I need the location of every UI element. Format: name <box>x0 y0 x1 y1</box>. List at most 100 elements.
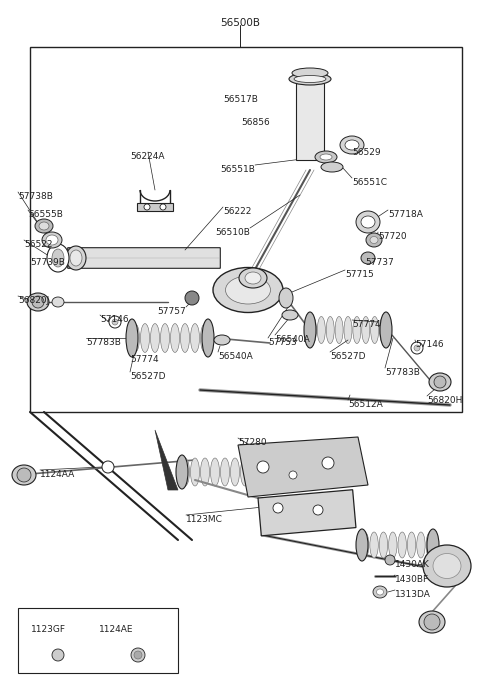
Circle shape <box>109 316 121 328</box>
Circle shape <box>385 555 395 565</box>
Circle shape <box>52 649 64 661</box>
Ellipse shape <box>345 140 359 150</box>
Circle shape <box>112 319 118 325</box>
Ellipse shape <box>211 458 219 486</box>
Ellipse shape <box>427 529 439 561</box>
Text: 56517B: 56517B <box>223 95 258 104</box>
Ellipse shape <box>282 310 298 320</box>
Ellipse shape <box>180 458 190 486</box>
Text: 57774: 57774 <box>130 355 158 364</box>
Ellipse shape <box>66 246 86 270</box>
Ellipse shape <box>294 76 326 83</box>
Ellipse shape <box>309 316 316 344</box>
Ellipse shape <box>126 319 138 357</box>
Ellipse shape <box>321 162 343 172</box>
Circle shape <box>131 648 145 662</box>
Ellipse shape <box>52 249 64 267</box>
Text: 56551B: 56551B <box>220 165 255 174</box>
Ellipse shape <box>370 237 378 243</box>
Text: 56527D: 56527D <box>130 372 166 381</box>
Bar <box>258 490 356 536</box>
Circle shape <box>144 204 150 210</box>
Text: 1430BF: 1430BF <box>395 575 429 584</box>
Ellipse shape <box>360 532 369 558</box>
Ellipse shape <box>408 532 416 558</box>
Circle shape <box>185 291 199 305</box>
Ellipse shape <box>353 316 361 344</box>
Ellipse shape <box>35 219 53 233</box>
Ellipse shape <box>191 458 200 486</box>
Ellipse shape <box>202 319 214 357</box>
Ellipse shape <box>423 545 471 587</box>
Ellipse shape <box>292 68 328 78</box>
Ellipse shape <box>245 272 261 284</box>
Text: 56224A: 56224A <box>131 152 165 161</box>
Ellipse shape <box>201 458 209 486</box>
Ellipse shape <box>289 73 331 85</box>
Ellipse shape <box>304 312 316 348</box>
Text: 57715: 57715 <box>345 270 374 279</box>
Ellipse shape <box>201 323 209 353</box>
Text: 57280: 57280 <box>238 438 266 447</box>
Circle shape <box>134 651 142 659</box>
Circle shape <box>289 471 297 479</box>
Text: 56222: 56222 <box>223 207 252 216</box>
Text: 57783B: 57783B <box>385 368 420 377</box>
Text: 57753: 57753 <box>268 338 297 347</box>
Ellipse shape <box>373 586 387 598</box>
Ellipse shape <box>426 532 434 558</box>
Text: 57757: 57757 <box>157 307 186 316</box>
Circle shape <box>424 614 440 630</box>
Ellipse shape <box>320 154 332 160</box>
Ellipse shape <box>315 151 337 163</box>
Text: 1124AA: 1124AA <box>40 470 75 479</box>
Ellipse shape <box>429 373 451 391</box>
Text: 57739B: 57739B <box>30 258 65 267</box>
Ellipse shape <box>46 235 58 245</box>
Bar <box>137 203 173 211</box>
Text: 56856: 56856 <box>241 118 270 127</box>
Circle shape <box>434 376 446 388</box>
Ellipse shape <box>191 323 200 353</box>
FancyBboxPatch shape <box>68 248 220 268</box>
Ellipse shape <box>317 316 325 344</box>
Ellipse shape <box>160 323 169 353</box>
Circle shape <box>17 468 31 482</box>
Ellipse shape <box>344 316 352 344</box>
Text: 57774: 57774 <box>352 320 381 329</box>
Text: 1313DA: 1313DA <box>395 590 431 599</box>
Ellipse shape <box>220 458 229 486</box>
Ellipse shape <box>131 323 140 353</box>
Ellipse shape <box>52 297 64 307</box>
Circle shape <box>32 296 44 308</box>
Ellipse shape <box>380 312 392 348</box>
Ellipse shape <box>170 323 180 353</box>
Circle shape <box>273 503 283 513</box>
Text: 1123GF: 1123GF <box>31 625 65 634</box>
Ellipse shape <box>230 458 240 486</box>
Text: 56540A: 56540A <box>275 335 310 344</box>
Ellipse shape <box>361 252 375 264</box>
Text: 56510B: 56510B <box>215 228 250 237</box>
Circle shape <box>257 461 269 473</box>
Ellipse shape <box>433 554 461 578</box>
Text: 57146: 57146 <box>100 315 129 324</box>
Text: 1123MC: 1123MC <box>186 515 223 524</box>
Ellipse shape <box>419 611 445 633</box>
Ellipse shape <box>239 268 267 288</box>
Circle shape <box>102 461 114 473</box>
Ellipse shape <box>252 455 264 489</box>
Ellipse shape <box>47 244 69 272</box>
Circle shape <box>414 345 420 351</box>
Ellipse shape <box>398 532 407 558</box>
Text: 56529: 56529 <box>352 148 381 157</box>
Ellipse shape <box>180 323 190 353</box>
Text: 56527D: 56527D <box>330 352 365 361</box>
Ellipse shape <box>335 316 343 344</box>
Text: 57783B: 57783B <box>86 338 121 347</box>
Ellipse shape <box>376 589 384 595</box>
Text: 56522: 56522 <box>24 240 52 249</box>
Ellipse shape <box>251 458 260 486</box>
Circle shape <box>322 457 334 469</box>
Circle shape <box>411 342 423 354</box>
